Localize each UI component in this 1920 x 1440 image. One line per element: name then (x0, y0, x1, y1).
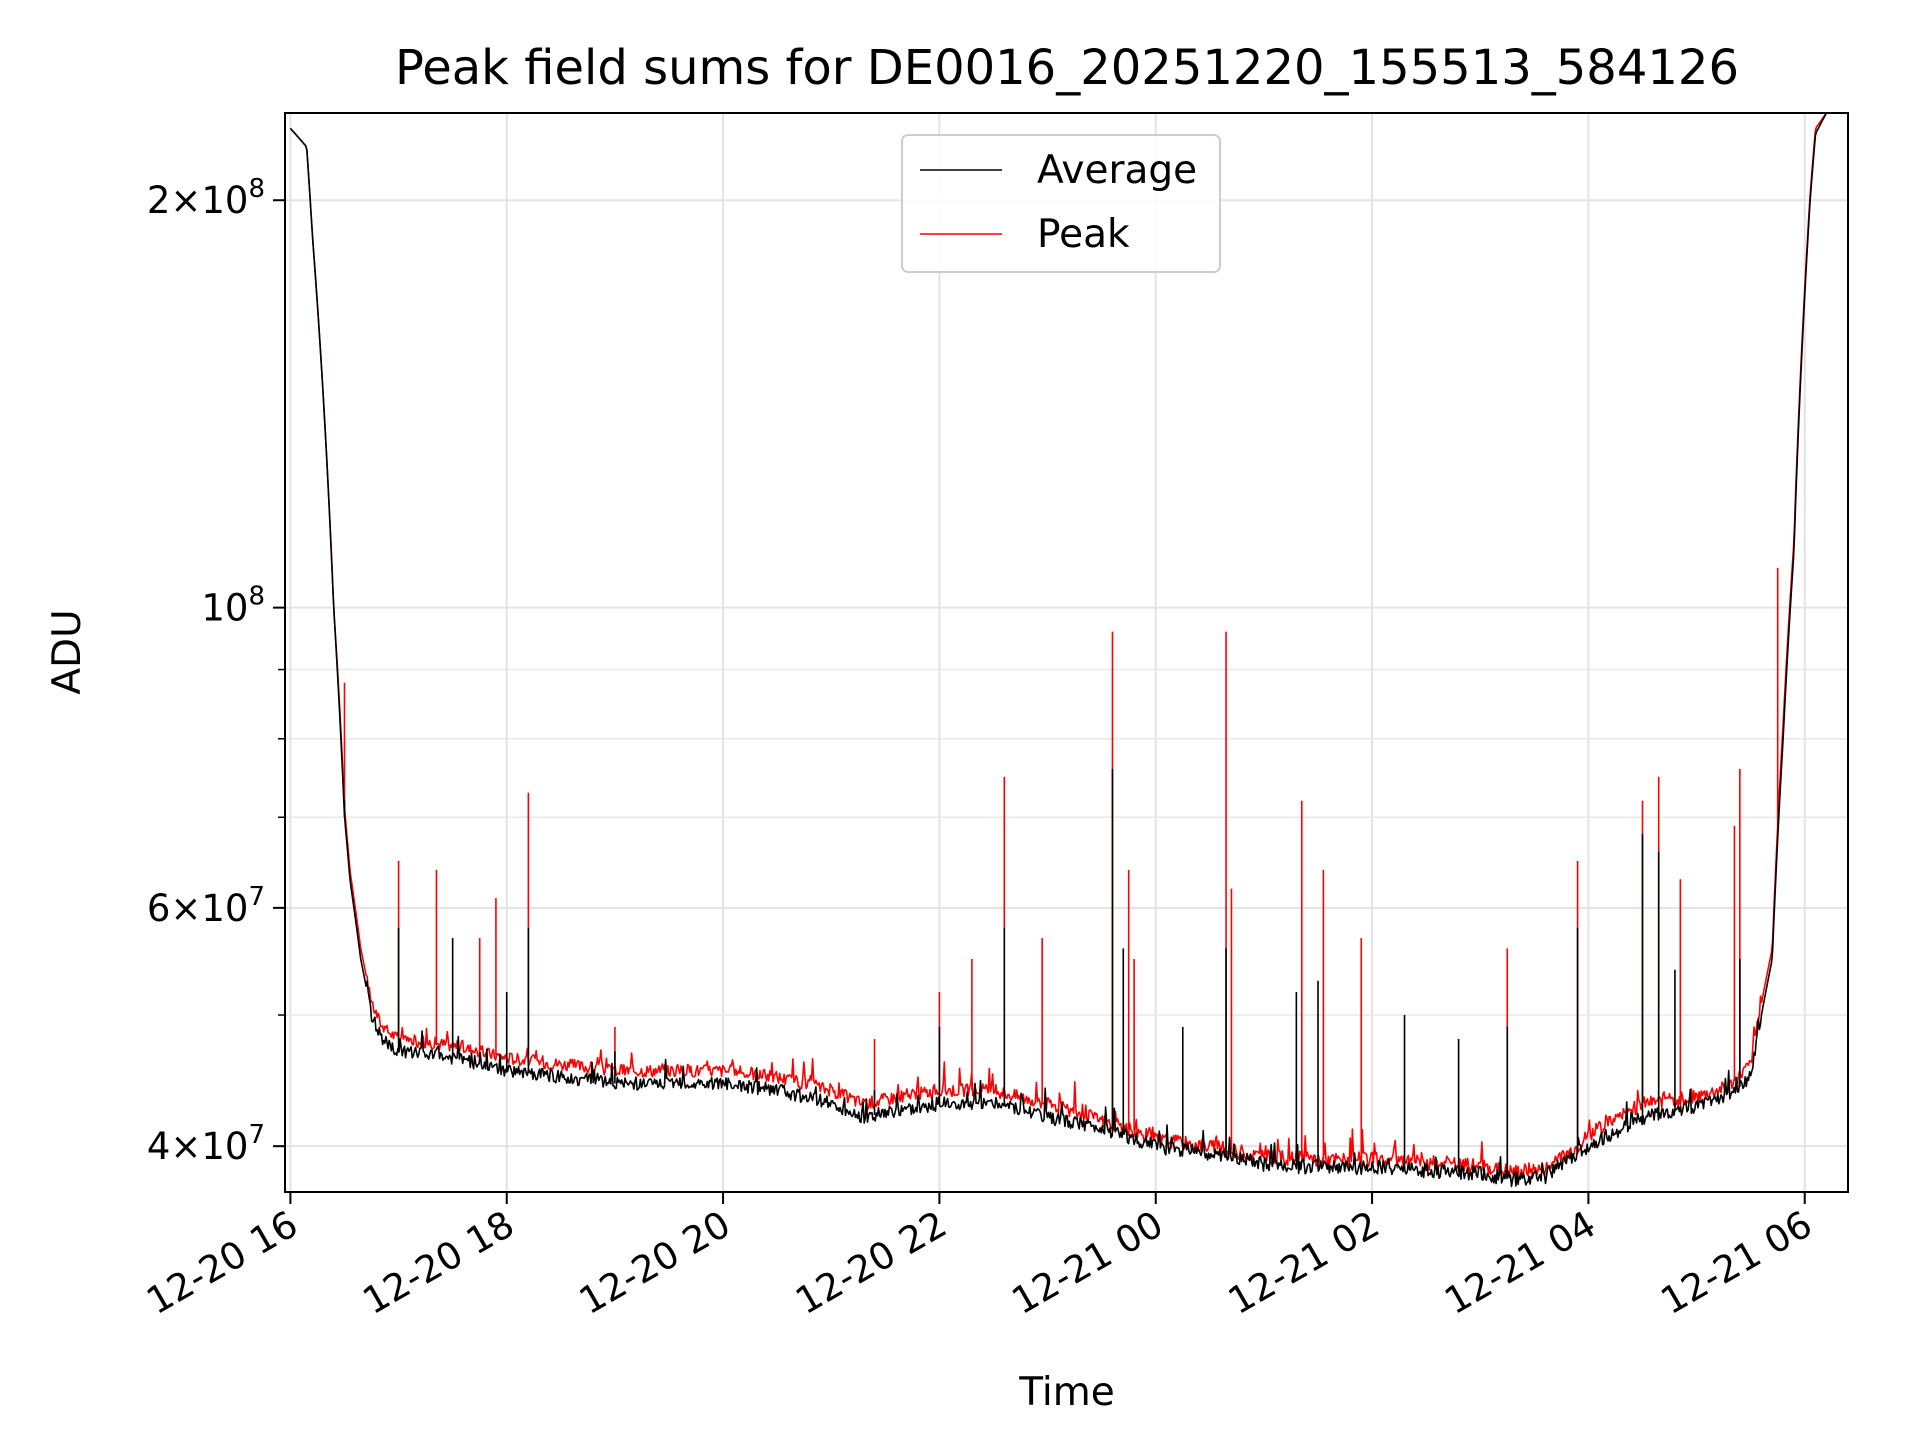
series-layer (289, 112, 1828, 1188)
x-axis-label: Time (1018, 1370, 1114, 1415)
legend: Average Peak (901, 134, 1221, 273)
series-line-average (289, 112, 1828, 1188)
y-axis-label: ADU (45, 609, 90, 694)
legend-label-peak: Peak (1037, 212, 1130, 257)
plot-frame (284, 112, 1849, 1193)
y-tick-label: 4×107 (147, 1120, 265, 1168)
legend-label-average: Average (1037, 148, 1197, 193)
chart-title: Peak field sums for DE0016_20251220_1555… (395, 40, 1739, 96)
y-tick-label: 6×107 (147, 882, 265, 930)
y-tick-label: 108 (201, 582, 265, 630)
y-tick-label: 2×108 (147, 174, 265, 222)
